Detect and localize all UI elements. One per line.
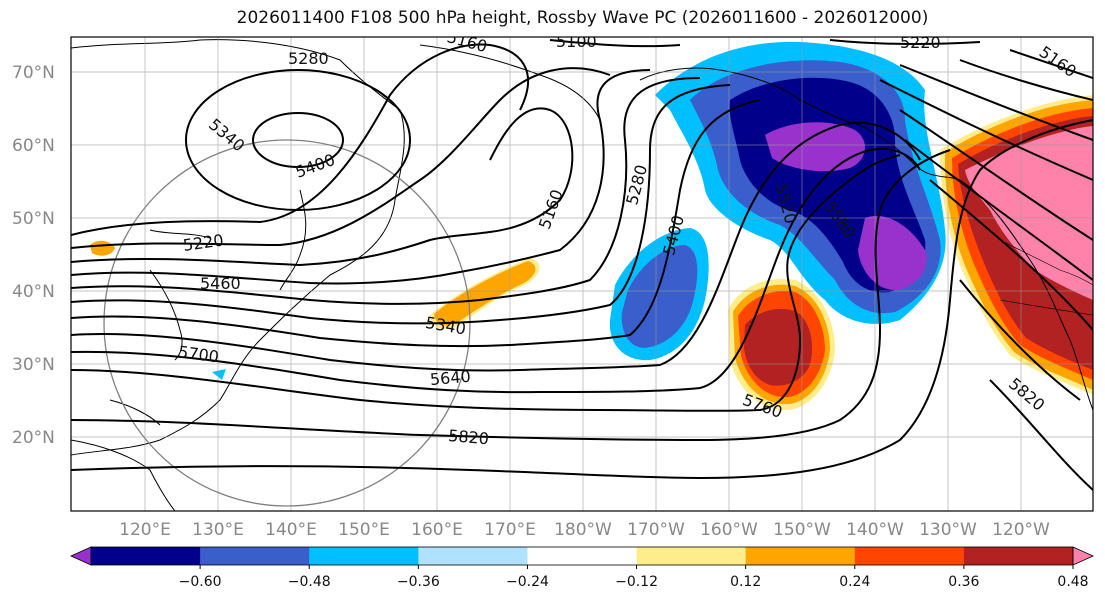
lon-label: 130°E — [192, 520, 244, 540]
colorbar-tick-label: −0.48 — [288, 574, 331, 590]
contour-label: 5640 — [429, 367, 471, 389]
map-frame — [70, 36, 1094, 512]
lon-label: 140°E — [265, 520, 317, 540]
colorbar-tick-label: 0.24 — [839, 574, 870, 590]
lat-label: 40°N — [12, 282, 55, 302]
lon-label: 140°W — [846, 520, 904, 540]
lon-label: 160°W — [700, 520, 758, 540]
colorbar-swatch — [309, 547, 419, 565]
colorbar — [70, 546, 1094, 566]
colorbar-swatch — [963, 547, 1074, 565]
colorbar-tick-label: 0.12 — [730, 574, 761, 590]
lon-label: 160°E — [411, 520, 463, 540]
colorbar-tick-label: 0.36 — [948, 574, 979, 590]
longitude-labels: 120°E 130°E 140°E 150°E 160°E 170°E 180°… — [119, 520, 1050, 540]
colorbar-tick-label: −0.24 — [506, 574, 549, 590]
latitude-labels: 70°N 60°N 50°N 40°N 30°N 20°N — [12, 63, 55, 448]
figure-title: 2026011400 F108 500 hPa height, Rossby W… — [236, 8, 929, 28]
contour-label: 5280 — [288, 49, 329, 68]
lat-label: 70°N — [12, 63, 55, 83]
lon-label: 150°W — [773, 520, 831, 540]
lat-label: 30°N — [12, 355, 55, 375]
colorbar-swatch — [636, 547, 747, 565]
colorbar-swatch — [200, 547, 310, 565]
lon-label: 130°W — [919, 520, 977, 540]
contour-label: 5220 — [900, 33, 941, 52]
lat-label: 60°N — [12, 136, 55, 156]
lon-label: 150°E — [338, 520, 390, 540]
colorbar-tick-label: −0.12 — [615, 574, 658, 590]
colorbar-tick-label: −0.60 — [179, 574, 222, 590]
colorbar-swatch — [745, 547, 856, 565]
lat-label: 20°N — [12, 428, 55, 448]
contour-label: 5460 — [200, 274, 241, 293]
colorbar-swatch — [91, 547, 201, 565]
height-contours — [71, 39, 1093, 491]
colorbar-tick-label: 0.48 — [1057, 574, 1088, 590]
colorbar-swatch — [418, 547, 528, 565]
lon-label: 120°E — [119, 520, 171, 540]
lon-label: 170°E — [484, 520, 536, 540]
lon-label: 170°W — [627, 520, 685, 540]
graticule — [71, 37, 1093, 511]
colorbar-swatch — [527, 547, 638, 565]
colorbar-outline — [90, 546, 1074, 566]
colorbar-extend-max — [1072, 546, 1094, 566]
colorbar-swatch — [854, 547, 965, 565]
lon-label: 120°W — [992, 520, 1050, 540]
lon-label: 180°W — [554, 520, 612, 540]
colorbar-extend-min — [70, 546, 92, 566]
colorbar-tick-label: −0.36 — [397, 574, 440, 590]
colorbar-ticks: −0.60 −0.48 −0.36 −0.24 −0.12 0.12 0.24 0.36 0.4… — [179, 565, 1089, 590]
contour-label: 5820 — [447, 426, 489, 448]
map-area: 5100 5160 5220 5280 5340 5400 5160 5280 … — [71, 32, 1093, 511]
lat-label: 50°N — [12, 209, 55, 229]
contour-label: 5100 — [556, 32, 597, 51]
